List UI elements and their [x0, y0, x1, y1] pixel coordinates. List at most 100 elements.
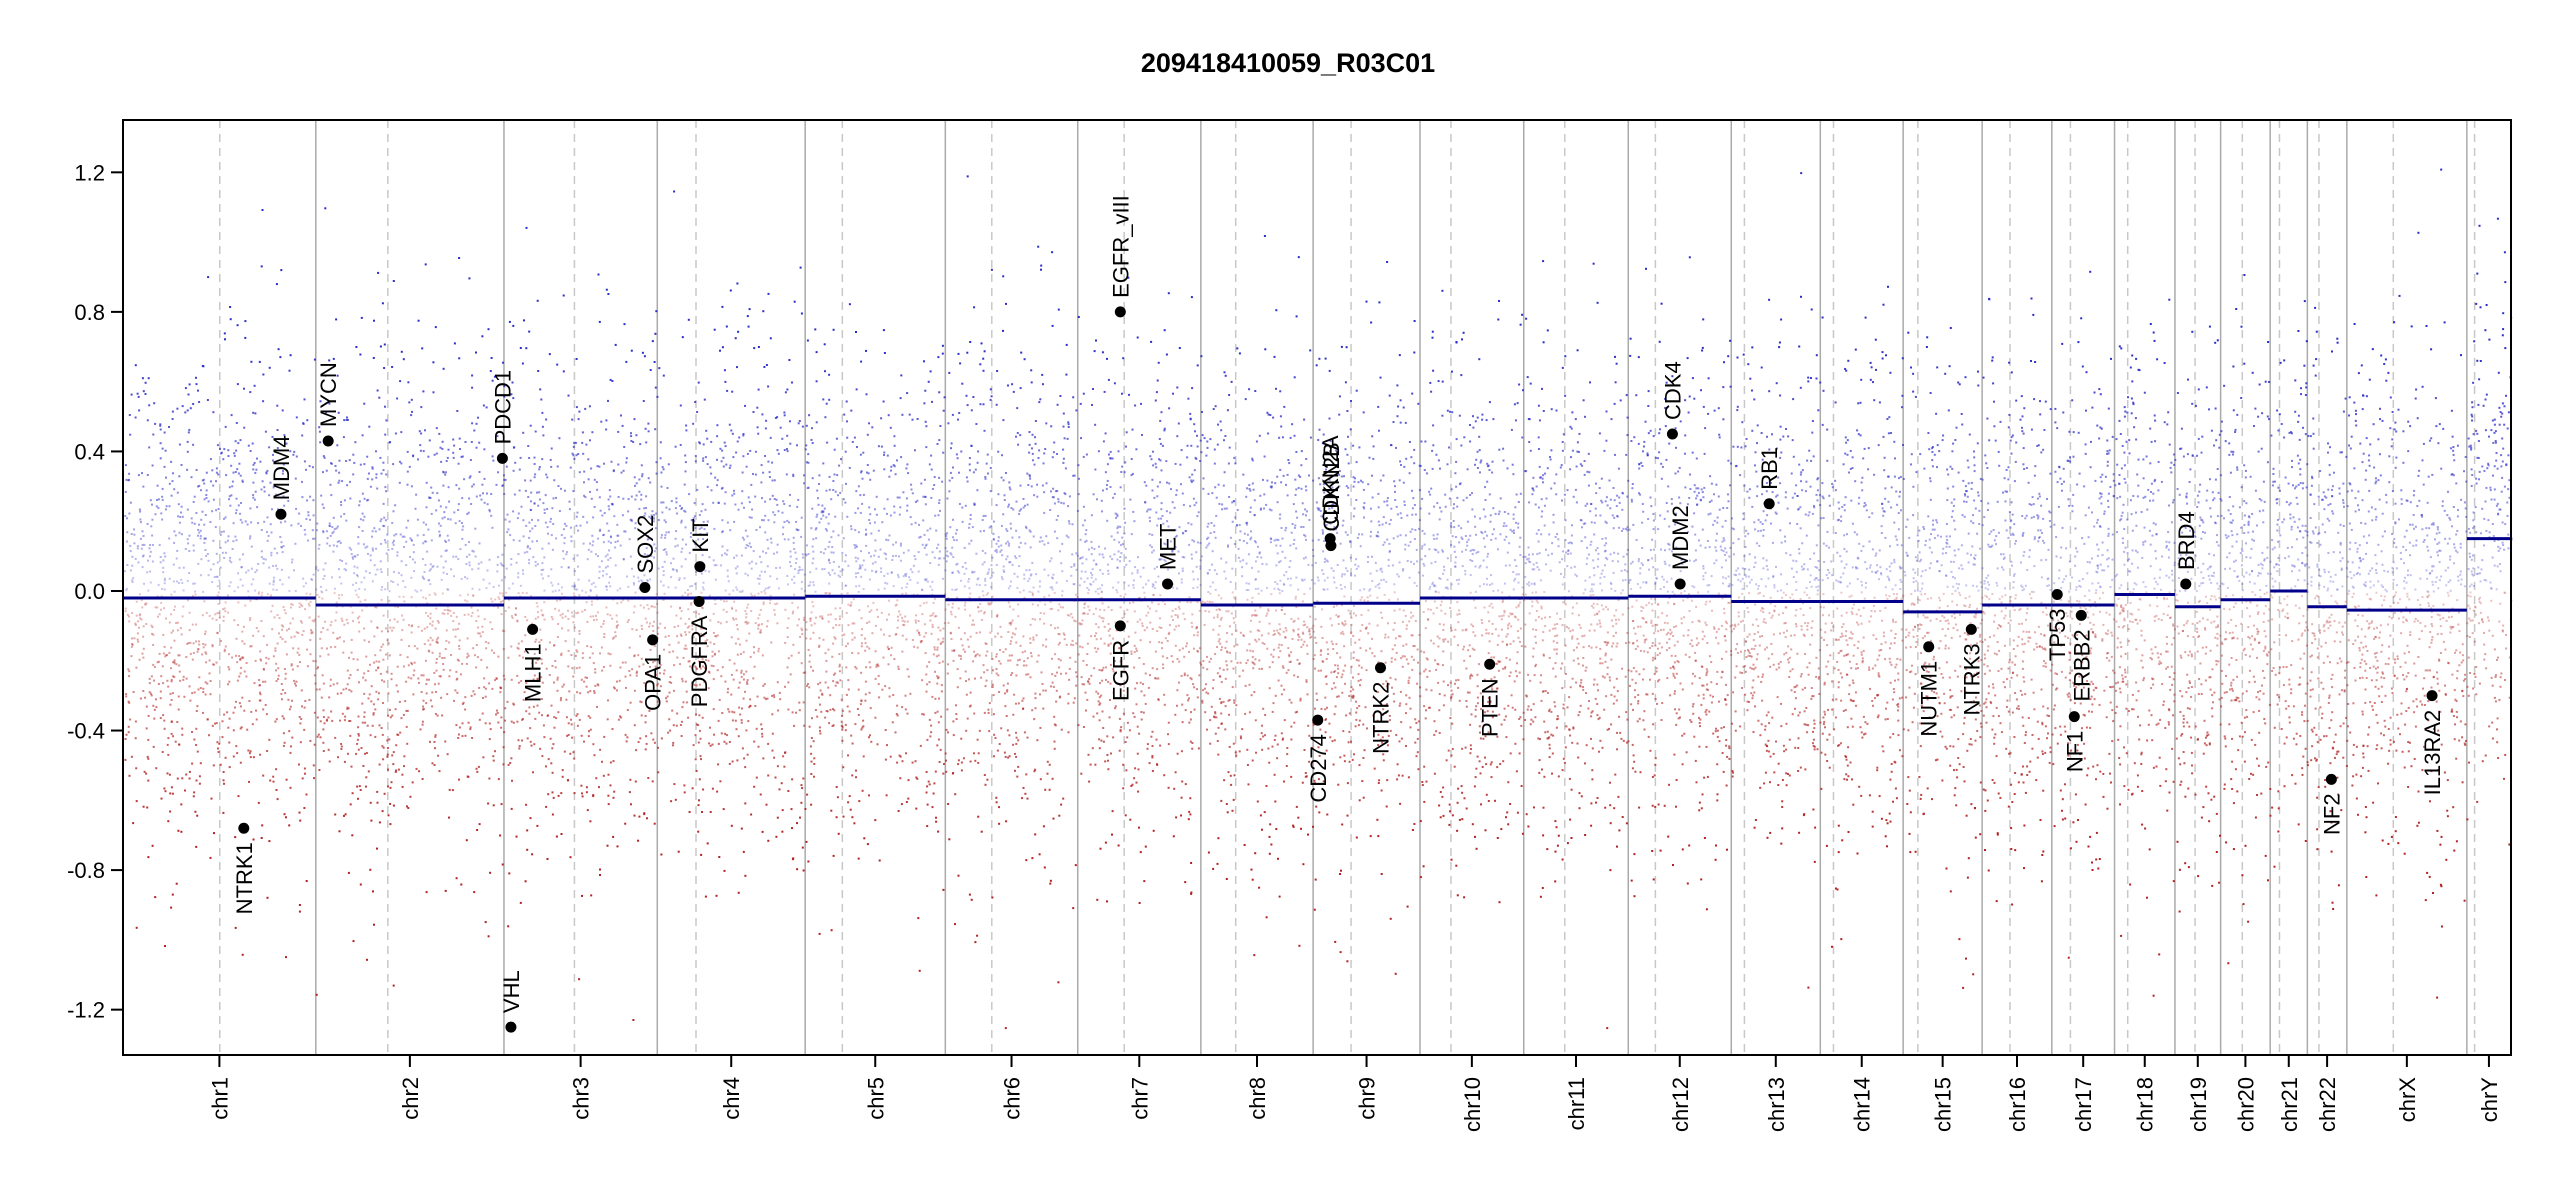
probe-point — [467, 721, 470, 724]
probe-point — [732, 456, 735, 459]
probe-point — [322, 568, 325, 571]
probe-point — [545, 667, 548, 670]
probe-point — [528, 562, 531, 565]
probe-point — [128, 675, 130, 678]
probe-point — [703, 398, 706, 401]
probe-point — [758, 582, 761, 585]
probe-point — [767, 519, 770, 522]
probe-point — [310, 578, 313, 580]
probe-point — [220, 530, 223, 533]
probe-point — [814, 328, 817, 331]
probe-point — [375, 690, 378, 693]
probe-point — [942, 888, 945, 891]
probe-point — [609, 536, 612, 539]
probe-point — [764, 698, 767, 701]
probe-point — [352, 557, 354, 560]
probe-point — [188, 383, 191, 386]
probe-point — [842, 498, 845, 501]
probe-point — [921, 589, 924, 591]
probe-point — [360, 747, 363, 749]
probe-point — [185, 656, 188, 658]
probe-point — [658, 367, 661, 370]
probe-point — [483, 477, 486, 480]
probe-point — [316, 522, 319, 525]
probe-point — [716, 790, 719, 793]
probe-point — [457, 462, 460, 465]
probe-point — [284, 612, 287, 615]
probe-point — [441, 612, 444, 615]
probe-point — [904, 573, 906, 576]
probe-point — [427, 639, 430, 642]
probe-point — [630, 435, 633, 438]
probe-point — [944, 547, 947, 550]
probe-point — [155, 767, 158, 770]
probe-point — [638, 665, 641, 668]
probe-point — [573, 441, 576, 444]
probe-point — [133, 528, 135, 531]
probe-point — [931, 580, 934, 583]
probe-point — [382, 461, 385, 464]
probe-point — [790, 808, 793, 811]
probe-point — [140, 547, 143, 550]
probe-point — [874, 819, 877, 822]
probe-point — [261, 824, 264, 827]
probe-point — [186, 409, 189, 412]
probe-point — [254, 571, 257, 574]
probe-point — [190, 476, 193, 479]
probe-point — [680, 634, 683, 637]
probe-point — [649, 517, 652, 520]
probe-point — [574, 585, 577, 588]
probe-point — [561, 627, 564, 630]
probe-point — [276, 642, 279, 645]
probe-point — [353, 555, 356, 558]
probe-point — [442, 367, 445, 370]
probe-point — [141, 652, 144, 655]
probe-point — [663, 519, 666, 522]
probe-point — [558, 437, 561, 440]
probe-point — [839, 575, 842, 578]
probe-point — [556, 676, 559, 679]
probe-point — [837, 494, 839, 497]
probe-point — [522, 519, 525, 522]
probe-point — [804, 596, 807, 599]
probe-point — [1023, 577, 1026, 580]
probe-point — [371, 478, 374, 481]
probe-point — [846, 642, 849, 645]
probe-point — [772, 511, 775, 514]
probe-point — [704, 668, 707, 671]
probe-point — [588, 656, 591, 659]
probe-point — [866, 645, 869, 648]
probe-point — [373, 527, 376, 530]
probe-point — [367, 770, 370, 773]
probe-point — [1064, 467, 1067, 470]
probe-point — [387, 768, 389, 771]
probe-point — [321, 591, 324, 594]
probe-point — [364, 752, 366, 755]
probe-point — [750, 592, 753, 595]
probe-point — [536, 491, 538, 494]
probe-point — [774, 417, 777, 419]
probe-point — [176, 629, 179, 632]
probe-point — [918, 634, 921, 636]
probe-point — [536, 299, 539, 302]
probe-point — [143, 770, 146, 773]
probe-point — [827, 513, 830, 516]
probe-point — [378, 396, 381, 399]
probe-point — [614, 343, 617, 346]
probe-point — [741, 747, 744, 750]
probe-point — [740, 827, 743, 830]
probe-point — [420, 589, 423, 592]
probe-point — [811, 427, 813, 430]
probe-point — [241, 640, 244, 643]
probe-point — [332, 516, 335, 519]
probe-point — [180, 533, 183, 536]
probe-point — [352, 453, 355, 456]
probe-point — [260, 488, 263, 491]
probe-point — [835, 681, 838, 684]
probe-point — [494, 679, 496, 682]
probe-point — [902, 575, 905, 578]
probe-point — [444, 889, 447, 892]
probe-point — [931, 806, 934, 809]
probe-point — [440, 578, 443, 581]
probe-point — [923, 402, 926, 405]
